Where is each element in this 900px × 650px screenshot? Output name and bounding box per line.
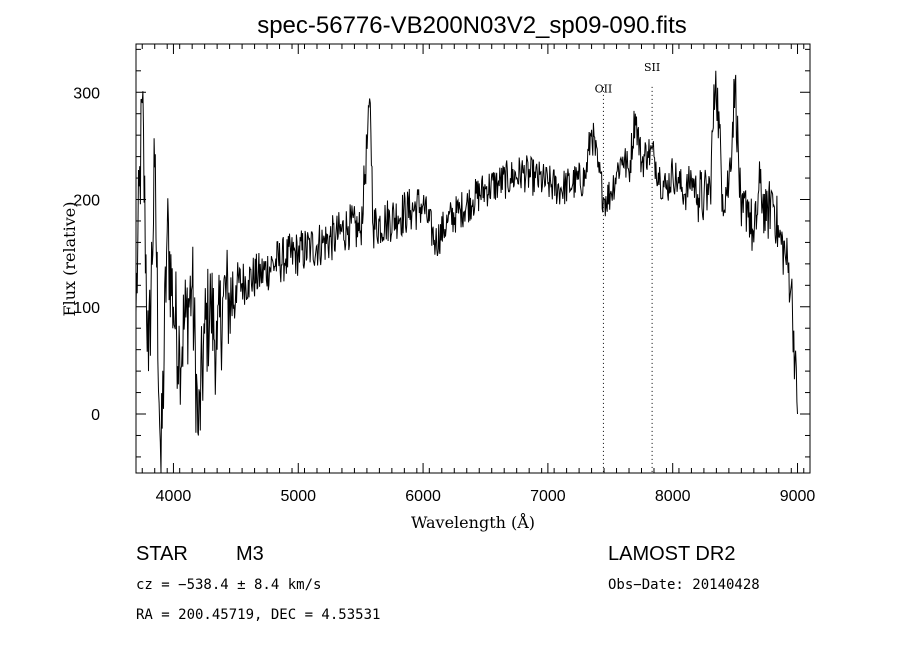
axis-ticks: 4000 5000 6000 7000 8000 9000 0 100 200 300 xyxy=(73,44,815,505)
redshift-text: cz = −538.4 ± 8.4 km/s xyxy=(136,577,321,593)
info-panel: STAR M3 LAMOST DR2 cz = −538.4 ± 8.4 km/… xyxy=(136,543,760,623)
x-tick-label: 9000 xyxy=(780,488,816,505)
x-tick-label: 6000 xyxy=(405,488,441,505)
line-annotations: OII SII xyxy=(595,61,660,473)
plot-frame xyxy=(135,43,811,474)
x-tick-label: 4000 xyxy=(156,488,192,505)
survey-label: LAMOST DR2 xyxy=(608,543,735,565)
line-label: OII xyxy=(595,82,613,95)
y-axis-label: Flux (relative) xyxy=(60,202,79,317)
chart-title: spec-56776-VB200N03V2_sp09-090.fits xyxy=(257,12,687,39)
subclass: M3 xyxy=(236,543,264,565)
x-axis-label: Wavelength (Å) xyxy=(411,512,535,532)
y-tick-label: 0 xyxy=(91,407,100,424)
line-label: SII xyxy=(644,61,660,74)
y-tick-label: 200 xyxy=(73,193,100,210)
y-tick-label: 100 xyxy=(73,300,100,317)
x-tick-label: 7000 xyxy=(530,488,566,505)
coordinates: RA = 200.45719, DEC = 4.53531 xyxy=(136,607,380,623)
spectrum-series xyxy=(135,70,798,474)
object-class: STAR xyxy=(136,543,188,565)
obs-date: Obs−Date: 20140428 xyxy=(608,577,760,593)
x-tick-label: 8000 xyxy=(655,488,691,505)
y-tick-label: 300 xyxy=(73,85,100,102)
plot-area: 4000 5000 6000 7000 8000 9000 0 100 200 300 OII SI… xyxy=(73,43,815,505)
x-tick-label: 5000 xyxy=(280,488,316,505)
